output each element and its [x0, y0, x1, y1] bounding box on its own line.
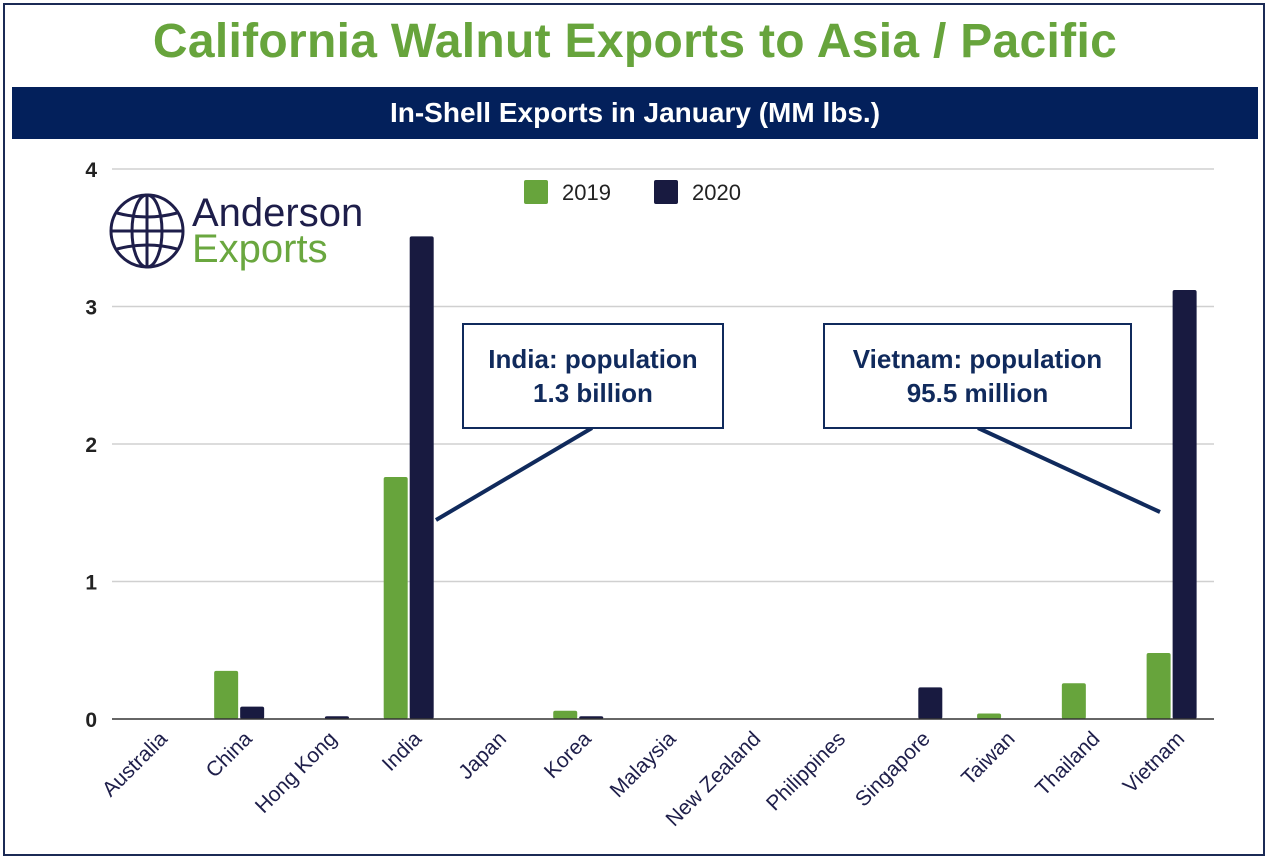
x-tick-label: Malaysia — [606, 727, 681, 802]
bar-2019-taiwan — [977, 713, 1002, 719]
chart-title: California Walnut Exports to Asia / Paci… — [152, 15, 1118, 68]
chart-subtitle: In-Shell Exports in January (MM lbs.) — [389, 97, 881, 128]
bar-2020-vietnam — [1172, 290, 1197, 719]
logo-text-exports: Exports — [192, 227, 328, 271]
bar-2020-china — [240, 706, 265, 719]
logo-text-anderson: Anderson — [192, 191, 364, 235]
legend: 2019 2020 — [524, 180, 741, 205]
india-callout-line2: 1.3 billion — [533, 378, 653, 408]
bar-2019-china — [214, 670, 239, 719]
bar-2019-thailand — [1061, 683, 1086, 719]
vietnam-callout: Vietnam: population 95.5 million — [823, 323, 1132, 429]
bar-2019-vietnam — [1146, 653, 1171, 719]
x-tick-label: China — [202, 727, 257, 782]
x-tick-label: Taiwan — [957, 727, 1019, 789]
bar-2020-singapore — [918, 687, 943, 719]
bar-2020-india — [409, 236, 434, 719]
legend-label-2019: 2019 — [562, 180, 611, 205]
india-callout-pointer — [434, 426, 594, 522]
gridlines — [112, 168, 1214, 583]
y-axis-ticks: 0 1 2 3 4 — [85, 159, 97, 732]
y-tick-label: 0 — [85, 709, 97, 732]
bars — [214, 236, 1197, 719]
legend-label-2020: 2020 — [692, 180, 741, 205]
x-tick-label: Japan — [454, 727, 511, 784]
india-callout-line1: India: population — [488, 344, 698, 374]
vietnam-callout-line1: Vietnam: population — [852, 344, 1103, 374]
anderson-exports-logo: Anderson Exports — [108, 192, 363, 270]
vietnam-callout-line2: 95.5 million — [906, 378, 1049, 408]
x-tick-label: Australia — [98, 727, 172, 801]
bar-2019-korea — [553, 710, 578, 719]
chart-frame — [3, 3, 1265, 856]
bar-2019-india — [383, 477, 408, 719]
vietnam-callout-pointer — [977, 426, 1161, 514]
legend-swatch-2020 — [654, 180, 678, 204]
y-tick-label: 3 — [85, 297, 97, 320]
y-tick-label: 2 — [85, 434, 97, 457]
x-tick-label: Korea — [540, 727, 596, 783]
x-tick-label: Vietnam — [1119, 727, 1189, 797]
callout-pointers — [434, 426, 1161, 522]
legend-swatch-2019 — [524, 180, 548, 204]
y-tick-label: 1 — [85, 572, 97, 595]
x-tick-label: Philippines — [762, 727, 850, 815]
y-tick-label: 4 — [85, 159, 97, 182]
x-tick-label: Singapore — [851, 727, 935, 811]
x-tick-label: India — [378, 727, 427, 776]
globe-icon — [109, 193, 185, 269]
india-callout: India: population 1.3 billion — [462, 323, 724, 429]
x-tick-label: Thailand — [1031, 727, 1104, 800]
x-tick-label: Hong Kong — [251, 727, 342, 818]
chart-subtitle-banner: In-Shell Exports in January (MM lbs.) — [12, 87, 1258, 139]
